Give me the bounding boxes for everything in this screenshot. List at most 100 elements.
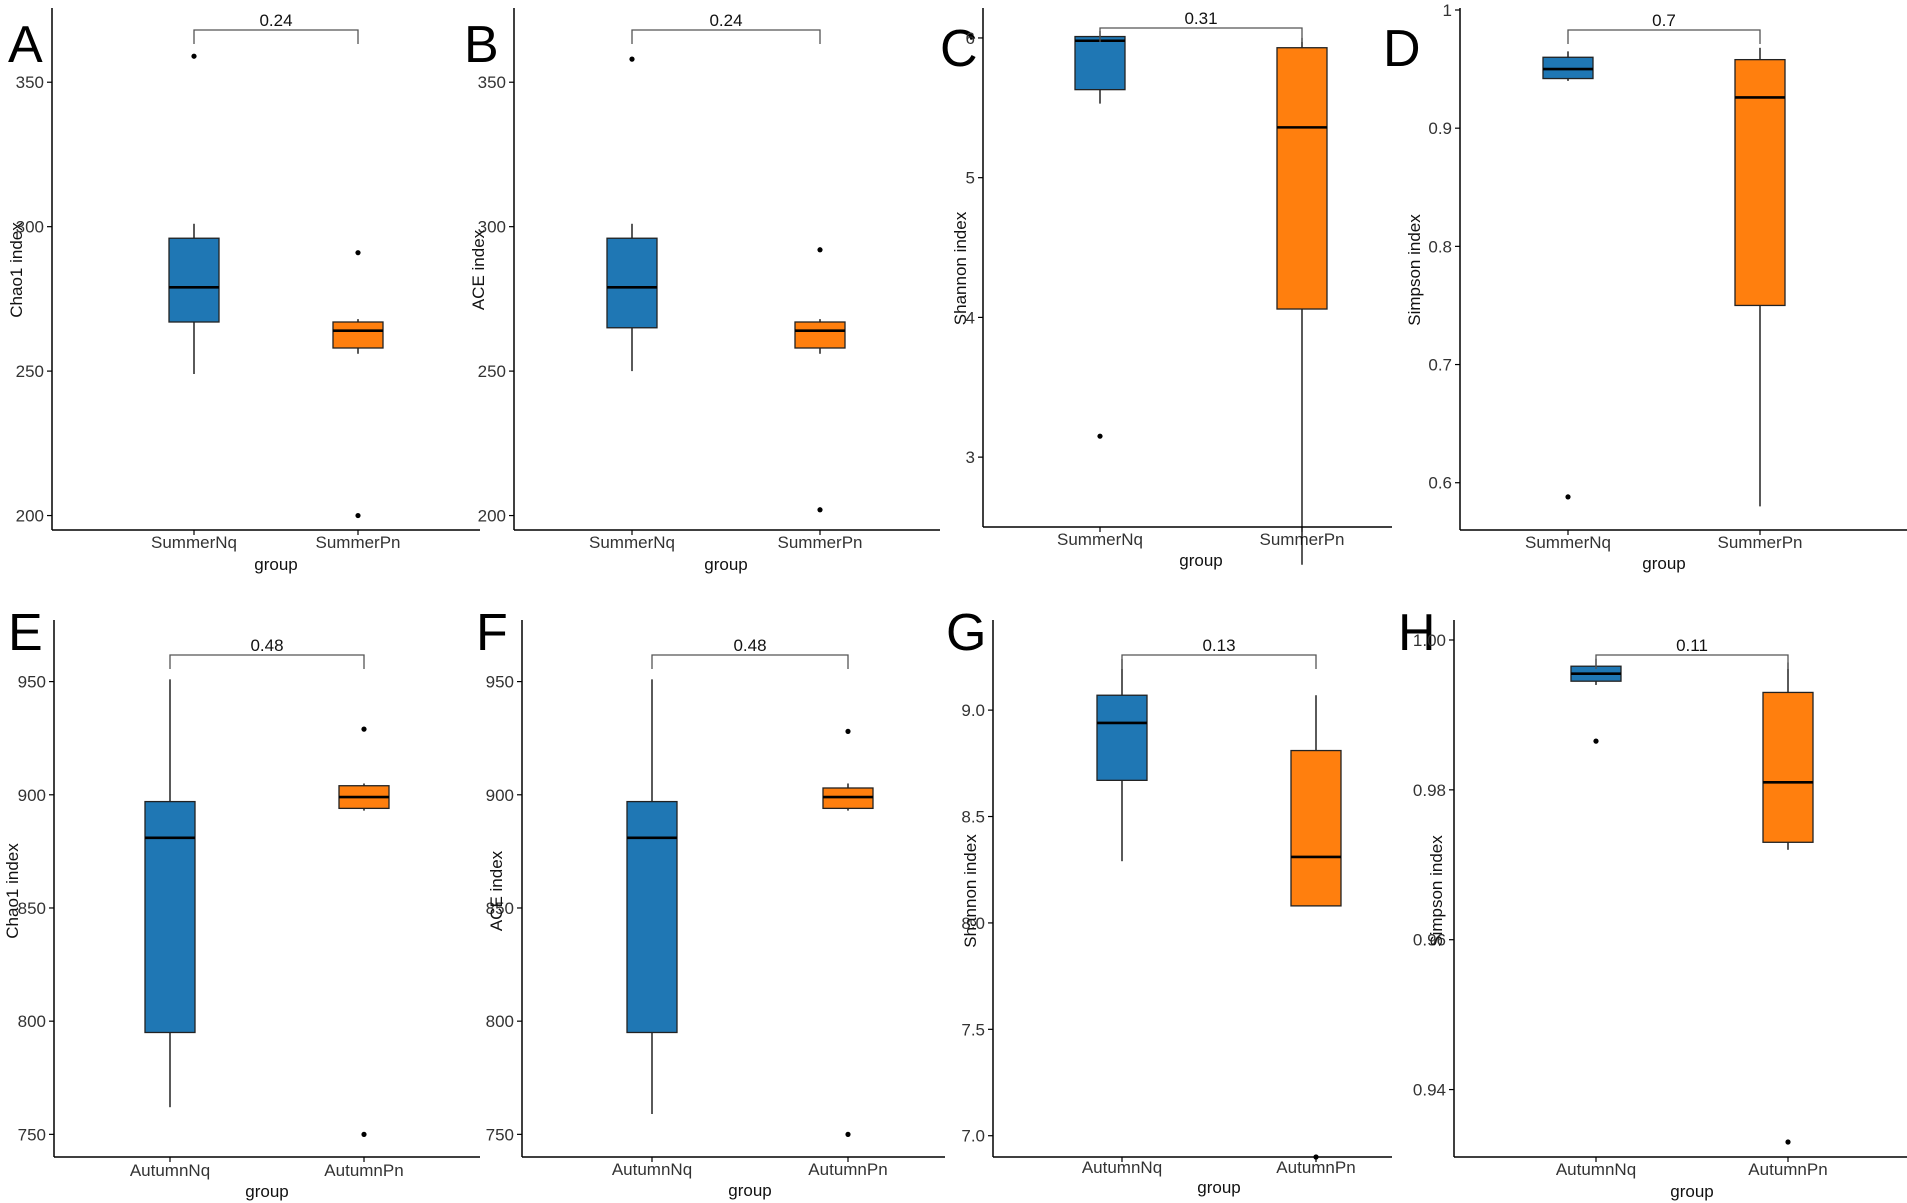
x-category-label: SummerNq (1525, 533, 1611, 552)
outlier-point (1565, 494, 1571, 500)
p-value-label: 0.11 (1676, 636, 1708, 655)
significance-bracket (193, 29, 359, 44)
y-tick-label: 8.0 (961, 914, 985, 933)
outlier-point (1097, 433, 1103, 439)
significance-bracket (1099, 27, 1303, 42)
y-tick-label: 0.96 (1413, 931, 1446, 950)
x-axis-title: group (1642, 554, 1685, 573)
panel-a: A 200 250 300 350 Chao1 index SummerNq SummerPn… (7, 8, 480, 574)
y-tick-label: 8.5 (961, 808, 985, 827)
x-axis-title: group (254, 555, 297, 574)
box-iqr-summernq (606, 237, 658, 329)
x-category-label: SummerPn (777, 533, 862, 552)
y-tick-label: 1.00 (1413, 631, 1446, 650)
y-tick-label: 950 (486, 673, 514, 692)
y-axis-title: Shannon index (961, 834, 980, 948)
y-tick-label: 7.0 (961, 1127, 985, 1146)
p-value-label: 0.24 (709, 11, 742, 30)
y-axis-title: Chao1 index (3, 843, 22, 939)
y-tick-label: 4 (966, 308, 975, 327)
y-axis-title: Chao1 index (7, 222, 26, 318)
outlier-point (191, 53, 197, 59)
y-axis-title: Shannon index (951, 211, 970, 325)
significance-bracket (1567, 29, 1761, 44)
y-tick-label: 350 (16, 73, 44, 92)
y-tick-label: 7.5 (961, 1020, 985, 1039)
y-tick-label: 950 (18, 673, 46, 692)
y-tick-label: 750 (486, 1125, 514, 1144)
box-iqr-summerpn (332, 321, 384, 349)
x-category-label: SummerNq (1057, 530, 1143, 549)
box-iqr-summerpn (794, 321, 846, 349)
x-category-label: AutumnPn (1748, 1160, 1827, 1179)
x-category-label: AutumnNq (612, 1160, 692, 1179)
y-axis-title: ACE index (469, 229, 488, 310)
outlier-point (361, 1131, 367, 1137)
box-iqr-autumnnq (144, 800, 196, 1034)
y-tick-label: 800 (18, 1012, 46, 1031)
outlier-point (817, 507, 823, 513)
x-category-label: AutumnNq (1556, 1160, 1636, 1179)
y-tick-label: 0.94 (1413, 1081, 1446, 1100)
panel-letter: B (464, 16, 499, 74)
y-tick-label: 900 (486, 786, 514, 805)
panel-d: D 0.6 0.7 0.8 0.9 1 Simpson index SummerNq Summe… (1383, 1, 1907, 573)
y-axis-title: Simpson index (1427, 835, 1446, 947)
y-tick-label: 5 (966, 169, 975, 188)
y-axis-title: ACE index (487, 850, 506, 931)
x-category-label: AutumnPn (1276, 1158, 1355, 1177)
x-axis-title: group (704, 555, 747, 574)
panel-letter: A (8, 16, 43, 74)
p-value-label: 0.31 (1184, 9, 1217, 28)
y-tick-label: 200 (478, 507, 506, 526)
x-category-label: AutumnNq (1082, 1158, 1162, 1177)
box-iqr-summerpn (1734, 58, 1786, 307)
box-iqr-autumnpn (1762, 691, 1814, 843)
box-iqr-summernq (1074, 35, 1126, 91)
significance-bracket (651, 654, 849, 669)
y-tick-label: 6 (966, 29, 975, 48)
y-tick-label: 250 (16, 362, 44, 381)
p-value-label: 0.7 (1652, 11, 1676, 30)
outlier-point (817, 247, 823, 253)
y-tick-label: 0.98 (1413, 781, 1446, 800)
box-iqr-summerpn (1276, 47, 1328, 310)
x-axis-title: group (245, 1182, 288, 1201)
x-category-label: AutumnPn (324, 1161, 403, 1180)
outlier-point (1313, 1154, 1319, 1160)
outlier-point (1785, 1139, 1791, 1145)
x-category-label: SummerNq (589, 533, 675, 552)
panel-letter: F (476, 604, 508, 662)
significance-bracket (631, 29, 821, 44)
p-value-label: 0.13 (1202, 636, 1235, 655)
outlier-point (1593, 738, 1599, 744)
y-tick-label: 250 (478, 362, 506, 381)
significance-bracket (169, 654, 365, 669)
panel-letter: H (1398, 604, 1436, 662)
panel-f: F 750 800 850 900 950 ACE index AutumnNq AutumnP… (476, 604, 945, 1200)
y-tick-label: 0.9 (1428, 119, 1452, 138)
p-value-label: 0.48 (733, 636, 766, 655)
x-category-label: SummerNq (151, 533, 237, 552)
panel-b: B 200 250 300 350 ACE index SummerNq SummerPn gr… (464, 8, 940, 574)
outlier-point (845, 728, 851, 735)
y-tick-label: 0.8 (1428, 237, 1452, 256)
box-iqr-summernq (168, 237, 220, 323)
outlier-point (845, 1131, 851, 1137)
x-axis-title: group (1197, 1178, 1240, 1197)
y-tick-label: 850 (486, 899, 514, 918)
y-tick-label: 0.7 (1428, 356, 1452, 375)
y-tick-label: 300 (16, 218, 44, 237)
significance-bracket (1595, 654, 1789, 669)
panel-letter: E (8, 604, 43, 662)
x-axis-title: group (1179, 551, 1222, 570)
y-tick-label: 750 (18, 1125, 46, 1144)
x-axis-title: group (728, 1181, 771, 1200)
significance-bracket (1121, 654, 1317, 669)
y-tick-label: 3 (966, 448, 975, 467)
x-category-label: SummerPn (1717, 533, 1802, 552)
y-tick-label: 1 (1443, 1, 1452, 20)
box-iqr-autumnnq (1096, 694, 1148, 781)
y-tick-label: 900 (18, 786, 46, 805)
